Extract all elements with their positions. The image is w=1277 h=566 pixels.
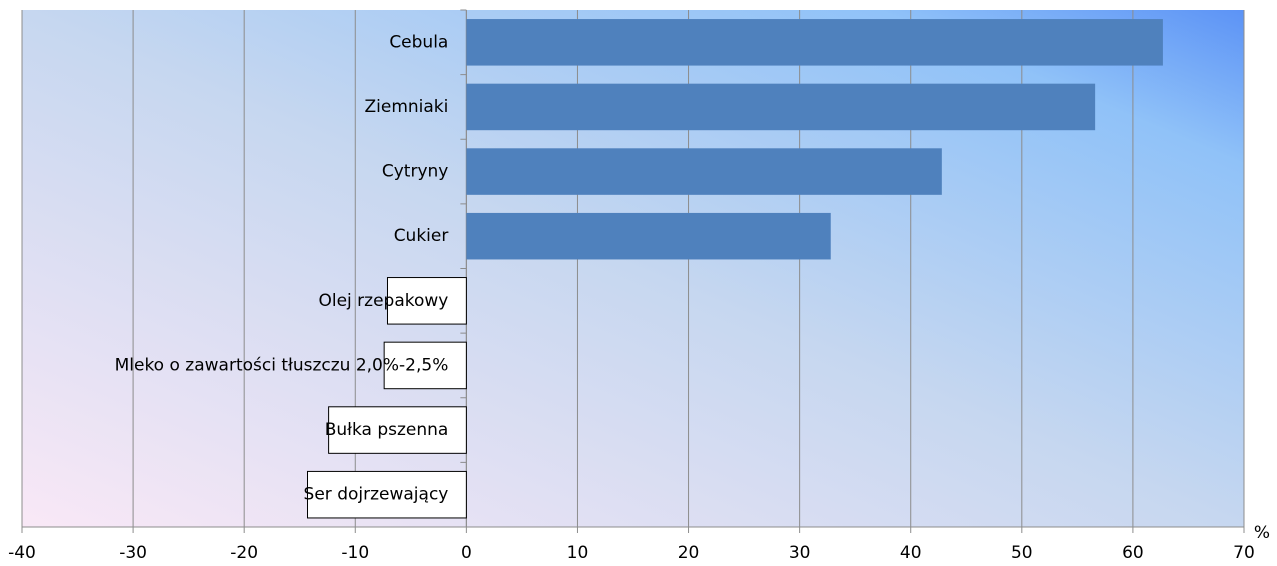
x-tick-label: 20	[678, 543, 700, 563]
bar	[466, 83, 1096, 131]
bar	[466, 212, 831, 260]
bar	[386, 277, 467, 325]
bar	[307, 470, 467, 519]
x-tick-label: 40	[900, 543, 922, 563]
x-tick-label: 10	[567, 543, 589, 563]
x-tick-label: -30	[119, 543, 147, 563]
y-tick-label: Cytryny	[382, 162, 448, 182]
y-tick-label: Olej rzepakowy	[318, 291, 448, 311]
bar	[466, 19, 1163, 66]
y-tick-label: Mleko o zawartości tłuszczu 2,0%-2,5%	[115, 355, 449, 375]
x-tick-label: 60	[1122, 543, 1144, 563]
x-tick-label: -20	[230, 543, 258, 563]
y-tick-label: Ziemniaki	[364, 97, 448, 117]
x-tick-label: 70	[1233, 543, 1255, 563]
x-tick-label: 30	[789, 543, 811, 563]
x-axis-label: %	[1254, 523, 1270, 543]
x-tick-label: 0	[461, 543, 472, 563]
bar	[328, 406, 467, 454]
y-tick-label: Cukier	[394, 226, 449, 246]
y-tick-label: Ser dojrzewający	[304, 485, 449, 505]
bar	[383, 341, 467, 390]
x-tick-label: -40	[8, 543, 36, 563]
x-tick-label: -10	[341, 543, 369, 563]
y-tick-label: Bułka pszenna	[325, 420, 449, 440]
y-tick-label: Cebula	[389, 32, 448, 52]
bar	[466, 148, 942, 195]
x-tick-label: 50	[1011, 543, 1033, 563]
